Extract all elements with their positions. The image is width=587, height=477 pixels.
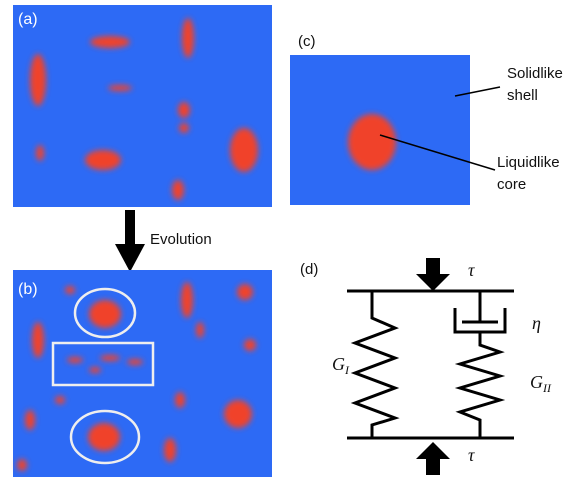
stress-label: τ: [468, 445, 475, 465]
annotation: shell: [507, 87, 538, 104]
panel-a: [13, 5, 272, 207]
symbol: G: [332, 354, 345, 374]
panel-label: (a): [18, 11, 38, 28]
panel-label: (d): [300, 261, 318, 278]
symbol: G: [530, 372, 543, 392]
annotation: Solidlike: [507, 65, 563, 82]
stress-arrow: [416, 258, 450, 291]
modulus-label: GI: [332, 354, 350, 377]
subscript: I: [344, 363, 350, 377]
annotation: core: [497, 176, 526, 193]
core-blob: [348, 114, 396, 170]
viscosity-label: η: [532, 313, 541, 333]
figure: (a) Evolution (b) (c) Solidlike shell Li…: [0, 0, 587, 477]
subscript: II: [542, 381, 552, 395]
panel-label: (c): [298, 33, 316, 50]
arrow-label: Evolution: [150, 231, 212, 248]
stress-arrow: [416, 442, 450, 475]
annotation: Liquidlike: [497, 154, 560, 171]
modulus-label: GII: [530, 372, 552, 395]
arrow-head: [115, 244, 145, 272]
panel-label: (b): [18, 281, 38, 298]
stress-label: τ: [468, 260, 475, 280]
arrow: [125, 210, 135, 246]
model-diagram: [347, 291, 514, 438]
